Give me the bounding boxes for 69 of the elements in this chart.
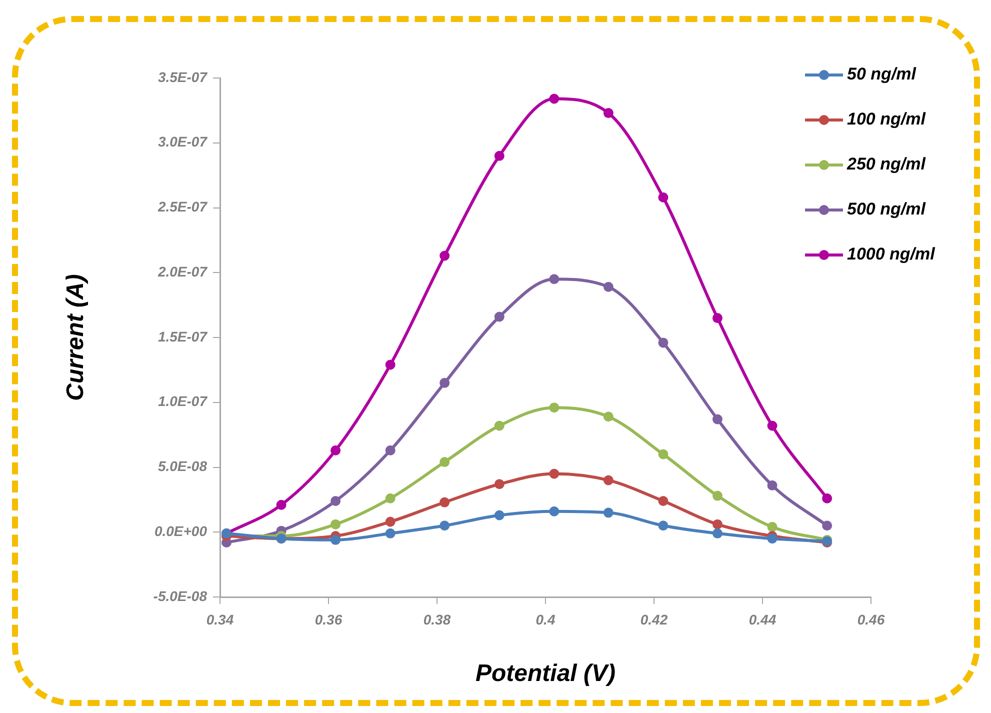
point <box>549 506 560 516</box>
point <box>440 520 450 531</box>
point <box>658 520 668 531</box>
point <box>549 94 560 104</box>
legend-label: 500 ng/ml <box>847 200 927 219</box>
point <box>712 313 722 324</box>
x-tick-label: 0.4 <box>536 611 556 628</box>
x-tick-label: 0.46 <box>857 611 885 628</box>
x-tick-label: 0.38 <box>423 611 451 628</box>
point <box>658 338 668 348</box>
y-tick-label: 3.5E-07 <box>158 68 208 85</box>
legend-label: 1000 ng/ml <box>847 244 936 264</box>
y-tick-label: 5.0E-08 <box>158 458 208 474</box>
x-tick-label: 0.34 <box>206 611 234 628</box>
point <box>385 493 396 504</box>
point <box>603 475 614 486</box>
point <box>767 522 778 532</box>
point <box>330 534 341 545</box>
point <box>494 510 504 520</box>
point <box>276 500 286 510</box>
point <box>494 312 504 322</box>
point <box>494 479 504 490</box>
legend-label: 50 ng/ml <box>847 64 918 84</box>
x-tick-label: 0.36 <box>314 611 342 628</box>
point <box>767 534 778 544</box>
point <box>658 496 668 506</box>
point <box>330 519 341 530</box>
legend-label: 250 ng/ml <box>846 154 927 174</box>
point <box>385 445 396 456</box>
y-tick-label: 0.0E+00 <box>154 522 208 539</box>
point <box>385 528 396 538</box>
point <box>767 480 778 490</box>
point <box>658 449 668 460</box>
point <box>549 468 560 479</box>
point <box>440 457 450 468</box>
y-tick-label: 1.0E-07 <box>158 393 208 410</box>
point <box>712 490 722 501</box>
point <box>658 192 668 202</box>
y-tick-label: -5.0E-08 <box>153 588 208 604</box>
point <box>440 250 450 261</box>
point <box>330 445 341 456</box>
y-tick-label: 2.0E-07 <box>156 263 208 280</box>
point <box>330 496 341 506</box>
point <box>385 516 396 527</box>
y-tick-label: 3.0E-07 <box>158 134 208 150</box>
point <box>603 282 614 292</box>
x-axis-title: Potential (V) <box>475 660 616 688</box>
point <box>494 150 504 161</box>
point <box>603 508 614 518</box>
point <box>440 378 450 388</box>
legend-label: 100 ng/ml <box>847 110 927 129</box>
point <box>603 108 614 118</box>
y-axis-title: Current (A) <box>62 274 90 401</box>
point <box>712 414 722 424</box>
point <box>822 493 832 504</box>
point <box>712 528 722 538</box>
point <box>549 402 560 413</box>
x-tick-label: 0.42 <box>640 611 668 628</box>
x-tick-label: 0.44 <box>748 611 776 628</box>
point <box>767 420 778 431</box>
point <box>603 412 614 422</box>
point <box>822 520 832 531</box>
y-tick-label: 2.5E-07 <box>156 198 208 215</box>
point <box>494 420 504 431</box>
point <box>712 519 722 530</box>
y-tick-label: 1.5E-07 <box>158 328 208 344</box>
point <box>549 274 560 284</box>
point <box>385 360 396 370</box>
point <box>440 497 450 508</box>
